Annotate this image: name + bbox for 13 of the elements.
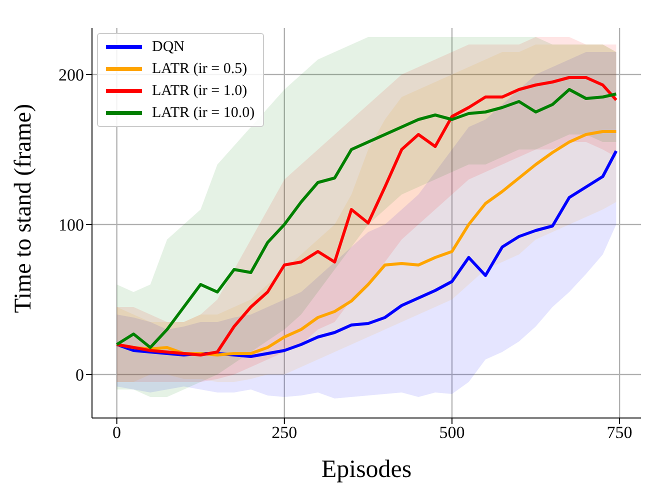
- x-tick-label: 750: [606, 423, 632, 442]
- y-axis-title: Time to stand (frame): [10, 104, 37, 313]
- legend-label: DQN: [152, 38, 184, 57]
- y-tick-label: 0: [76, 366, 84, 385]
- x-tick-label: 0: [112, 423, 122, 442]
- y-tick-label: 100: [58, 216, 84, 235]
- y-tick-label: 200: [58, 66, 84, 85]
- x-axis-title: Episodes: [321, 456, 412, 483]
- x-tick-label: 250: [272, 423, 298, 442]
- x-tick-label: 500: [439, 423, 465, 442]
- legend-label: LATR (ir = 10.0): [152, 104, 255, 123]
- legend-label: LATR (ir = 0.5): [152, 60, 248, 79]
- legend-label: LATR (ir = 1.0): [152, 82, 248, 101]
